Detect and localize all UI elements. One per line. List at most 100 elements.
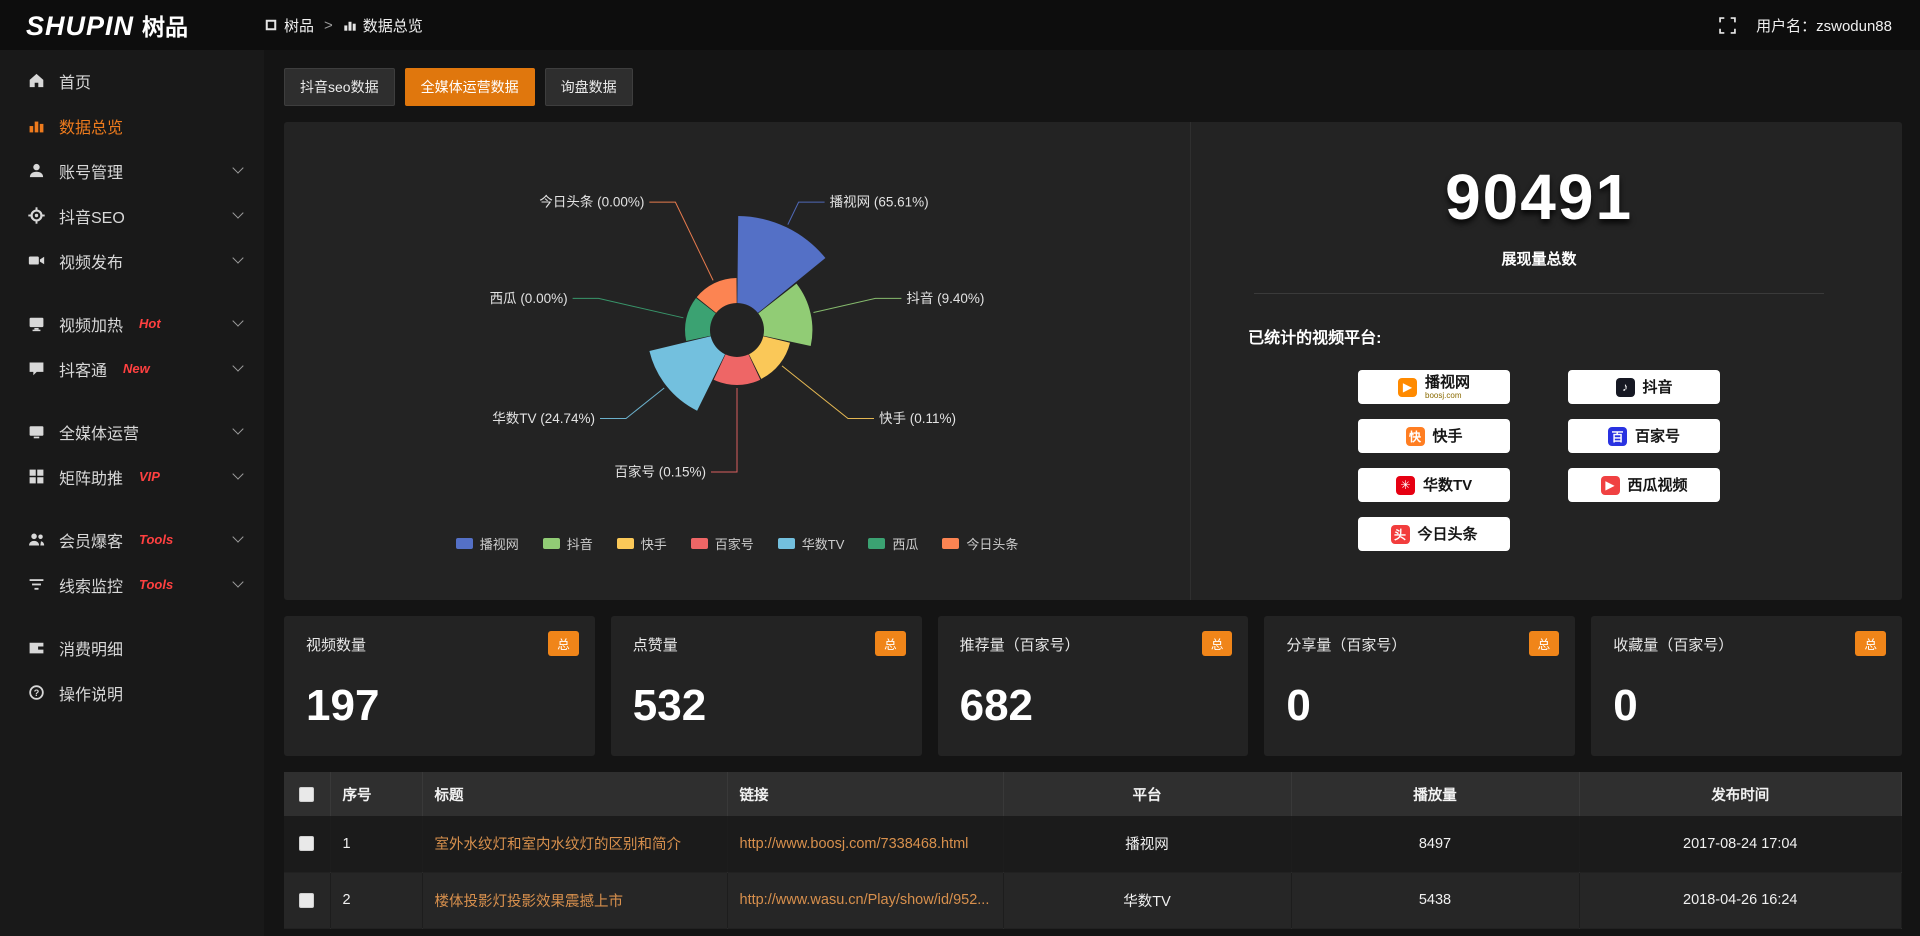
pie-slice-百家号[interactable] bbox=[713, 354, 761, 385]
pie-chart-area: 播视网 (65.61%) 抖音 (9.40%) 快手 (0.11%) 百家号 (0.1… bbox=[284, 122, 1190, 600]
stat-card-value: 197 bbox=[306, 681, 380, 730]
platform-badge-toutiao: 头今日头条 bbox=[1358, 517, 1511, 551]
legend-item-百家号[interactable]: 百家号 bbox=[690, 534, 754, 553]
sidebar-item-home[interactable]: 首页 bbox=[0, 58, 264, 103]
sidebar-item-label: 视频发布 bbox=[59, 254, 124, 272]
username[interactable]: 用户名：zswodun88 bbox=[1756, 17, 1892, 35]
row-index: 1 bbox=[330, 816, 423, 873]
sidebar-item-spend-detail[interactable]: 消费明细 bbox=[0, 625, 264, 670]
total-badge[interactable]: 总 bbox=[875, 631, 906, 656]
topbar-right: 用户名：zswodun88 bbox=[1719, 15, 1920, 36]
stat-card-value: 0 bbox=[1286, 681, 1311, 730]
sidebar-item-label: 数据总览 bbox=[59, 119, 124, 137]
sidebar-item-matrix-boost[interactable]: 矩阵助推 VIP bbox=[0, 454, 264, 499]
legend-label: 华数TV bbox=[801, 537, 845, 552]
row-checkbox[interactable] bbox=[299, 892, 315, 908]
legend-item-播视网[interactable]: 播视网 bbox=[455, 534, 519, 553]
pie-slice-快手[interactable] bbox=[749, 336, 791, 379]
video-title-link[interactable]: 楼体投影灯投影效果震撼上市 bbox=[434, 893, 624, 910]
total-badge[interactable]: 总 bbox=[1528, 631, 1560, 656]
pie-slice-今日头条[interactable] bbox=[696, 278, 737, 313]
sidebar-item-label: 操作说明 bbox=[59, 686, 124, 704]
sidebar-item-media-ops[interactable]: 全媒体运营 bbox=[0, 409, 264, 454]
sidebar-item-leads-monitor[interactable]: 线索监控 Tools bbox=[0, 562, 264, 607]
platform-badge-xigua: ▶ 西瓜视频 bbox=[1568, 468, 1721, 502]
tab-1[interactable]: 全媒体运营数据 bbox=[404, 68, 535, 106]
legend-item-抖音[interactable]: 抖音 bbox=[542, 534, 593, 553]
stat-card-value: 0 bbox=[1613, 681, 1638, 730]
monitor-icon bbox=[28, 315, 45, 332]
stat-card-value: 532 bbox=[632, 681, 707, 730]
pie-slice-西瓜[interactable] bbox=[685, 298, 716, 341]
app-cube-icon bbox=[264, 18, 278, 32]
xigua-icon: ▶ bbox=[1600, 475, 1620, 495]
sidebar-item-label: 全媒体运营 bbox=[59, 425, 140, 443]
legend-item-西瓜[interactable]: 西瓜 bbox=[868, 534, 918, 553]
legend-chip bbox=[542, 538, 560, 549]
video-icon bbox=[28, 252, 45, 269]
chat-icon bbox=[28, 360, 45, 377]
boshiwang-icon: ▶ bbox=[1398, 377, 1418, 397]
platform-col-right: ♪ 抖音百百家号 ▶ 西瓜视频 bbox=[1568, 370, 1721, 551]
sidebar-item-tag: Tools bbox=[139, 577, 174, 592]
wallet-icon bbox=[28, 639, 45, 656]
pie-label: 快手 (0.11%) bbox=[879, 411, 956, 426]
main-content: 抖音seo数据 全媒体运营数据 询盘数据 播视网 (65.61%) 抖音 (9.40%… bbox=[264, 50, 1920, 936]
sidebar-item-help[interactable]: ? 操作说明 bbox=[0, 670, 264, 715]
select-all-checkbox[interactable] bbox=[299, 786, 315, 802]
legend-label: 播视网 bbox=[479, 537, 519, 552]
fullscreen-icon[interactable] bbox=[1719, 16, 1736, 34]
col-header-4: 播放量 bbox=[1291, 772, 1580, 816]
stat-card-value: 682 bbox=[959, 681, 1034, 730]
chevron-down-icon bbox=[232, 252, 244, 264]
platform-badge-kuaishou: 快快手 bbox=[1358, 419, 1511, 453]
chevron-down-icon bbox=[232, 207, 244, 219]
row-checkbox[interactable] bbox=[299, 836, 315, 852]
total-badge[interactable]: 总 bbox=[1201, 631, 1233, 656]
legend-label: 抖音 bbox=[566, 537, 593, 552]
sidebar-item-label: 线索监控 bbox=[59, 578, 124, 596]
total-badge[interactable]: 总 bbox=[1855, 631, 1886, 656]
tab-0[interactable]: 抖音seo数据 bbox=[284, 68, 395, 106]
sidebar-item-video-publish[interactable]: 视频发布 bbox=[0, 238, 264, 283]
platform-name: 百家号 bbox=[1635, 427, 1681, 445]
platform-name: 华数TV bbox=[1422, 476, 1473, 494]
breadcrumb-item-1[interactable]: 数据总览 bbox=[343, 15, 423, 36]
pie-slice-播视网[interactable] bbox=[737, 216, 826, 313]
pie-slice-华数TV[interactable] bbox=[649, 336, 726, 411]
tab-2[interactable]: 询盘数据 bbox=[544, 68, 633, 106]
legend-item-华数TV[interactable]: 华数TV bbox=[777, 534, 845, 553]
bar-chart-icon bbox=[28, 117, 45, 134]
total-impressions-value: 90491 bbox=[1445, 161, 1634, 233]
sidebar-item-label: 账号管理 bbox=[59, 164, 124, 182]
platform-subtext: boosj.com bbox=[1425, 390, 1462, 400]
row-plays: 5438 bbox=[1291, 872, 1580, 929]
video-url-link[interactable]: http://www.wasu.cn/Play/show/id/952... bbox=[739, 892, 990, 908]
stat-card-label: 收藏量（百家号） bbox=[1613, 637, 1734, 654]
question-icon: ? bbox=[28, 684, 45, 701]
total-badge[interactable]: 总 bbox=[548, 631, 579, 656]
breadcrumb-item-0[interactable]: 树品 bbox=[264, 15, 314, 36]
videos-table-wrap: 序号 标题 链接 平台 播放量 发布时间 1 室外水纹灯和室内水纹灯的区别和简介 http:/… bbox=[284, 772, 1902, 929]
video-url-link[interactable]: http://www.boosj.com/7338468.html bbox=[739, 835, 969, 852]
chevron-down-icon bbox=[232, 468, 244, 480]
sidebar-item-account[interactable]: 账号管理 bbox=[0, 148, 264, 193]
sidebar-nav: 首页数据总览账号管理抖音SEO 视频发布视频加热 Hot 抖客通 New 全媒体运营矩阵助… bbox=[0, 58, 264, 715]
legend-chip bbox=[690, 538, 708, 549]
pie-slice-抖音[interactable] bbox=[758, 283, 813, 346]
table-row: 2 楼体投影灯投影效果震撼上市 http://www.wasu.cn/Play/sh… bbox=[284, 872, 1902, 929]
pie-label: 抖音 (9.40%) bbox=[906, 290, 984, 306]
sidebar-item-data-overview[interactable]: 数据总览 bbox=[0, 103, 264, 148]
screen-icon bbox=[28, 423, 45, 440]
sidebar-item-douyin-seo[interactable]: 抖音SEO bbox=[0, 193, 264, 238]
sidebar-item-member-burst[interactable]: 会员爆客 Tools bbox=[0, 517, 264, 562]
legend-item-今日头条[interactable]: 今日头条 bbox=[942, 534, 1018, 553]
toutiao-icon: 头 bbox=[1390, 524, 1410, 544]
legend-label: 西瓜 bbox=[892, 537, 919, 552]
sidebar-item-video-heat[interactable]: 视频加热 Hot bbox=[0, 301, 264, 346]
sidebar-item-douketong[interactable]: 抖客通 New bbox=[0, 346, 264, 391]
video-title-link[interactable]: 室外水纹灯和室内水纹灯的区别和简介 bbox=[434, 837, 682, 854]
sidebar-item-label: 矩阵助推 bbox=[59, 470, 124, 488]
legend-item-快手[interactable]: 快手 bbox=[616, 534, 667, 553]
stat-card-label: 视频数量 bbox=[306, 637, 367, 654]
